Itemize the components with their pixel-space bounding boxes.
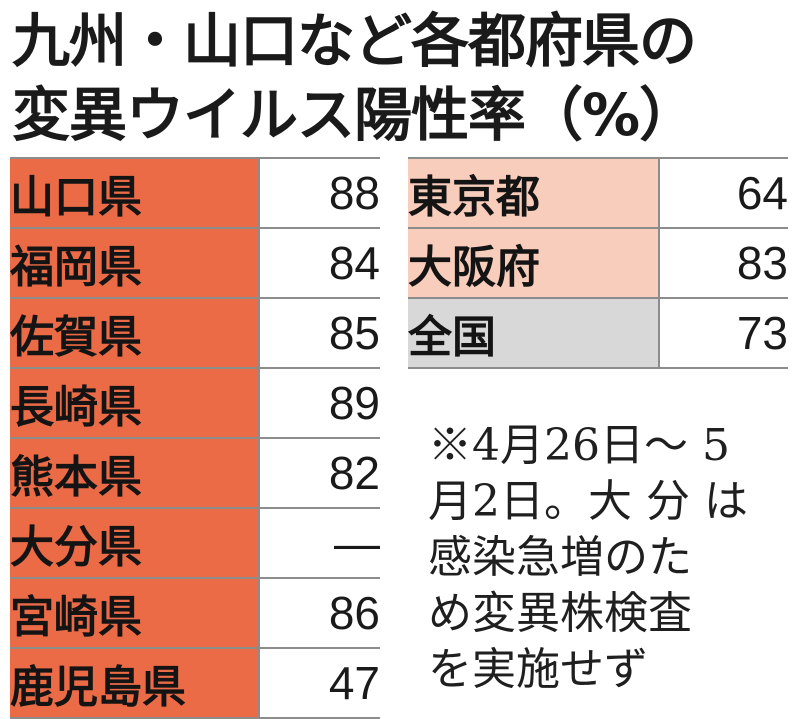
kyushu-yamaguchi-table: 山口県 88 福岡県 84 佐賀県 85 長崎県 89 熊本県 82 大分県 ―… bbox=[10, 157, 380, 719]
table-row: 宮崎県 86 bbox=[10, 578, 380, 649]
chart-title: 九州・山口など各都府県の 変異ウイルス陽性率（%） bbox=[12, 4, 697, 152]
prefecture-name: 大阪府 bbox=[408, 228, 659, 299]
table-row: 福岡県 84 bbox=[10, 228, 380, 299]
table-row: 全国 73 bbox=[408, 298, 788, 369]
table-row: 佐賀県 85 bbox=[10, 298, 380, 369]
comparison-table: 東京都 64 大阪府 83 全国 73 bbox=[408, 157, 788, 369]
table-row: 長崎県 89 bbox=[10, 368, 380, 439]
prefecture-name: 東京都 bbox=[408, 157, 659, 229]
prefecture-name: 福岡県 bbox=[10, 228, 259, 299]
positivity-rate: ― bbox=[258, 508, 380, 579]
prefecture-name: 長崎県 bbox=[10, 368, 259, 439]
positivity-rate: 84 bbox=[258, 228, 380, 299]
table-row: 熊本県 82 bbox=[10, 438, 380, 509]
positivity-rate: 83 bbox=[658, 228, 788, 299]
prefecture-name: 山口県 bbox=[10, 157, 259, 229]
prefecture-name: 鹿児島県 bbox=[10, 648, 259, 719]
positivity-rate: 89 bbox=[258, 368, 380, 439]
positivity-rate: 86 bbox=[258, 578, 380, 649]
positivity-rate: 47 bbox=[258, 648, 380, 719]
table-row: 山口県 88 bbox=[10, 157, 380, 229]
positivity-rate: 82 bbox=[258, 438, 380, 509]
positivity-rate: 73 bbox=[658, 298, 788, 369]
prefecture-name: 大分県 bbox=[10, 508, 259, 579]
title-line-2: 変異ウイルス陽性率（%） bbox=[12, 81, 697, 149]
national-label: 全国 bbox=[408, 298, 659, 369]
prefecture-name: 佐賀県 bbox=[10, 298, 259, 369]
table-row: 大分県 ― bbox=[10, 508, 380, 579]
positivity-rate: 85 bbox=[258, 298, 380, 369]
positivity-rate: 88 bbox=[258, 157, 380, 229]
prefecture-name: 宮崎県 bbox=[10, 578, 259, 649]
footnote: ※4月26日～ 5 月2日。大 分 は 感染急増のた め変異株検査 を実施せず bbox=[428, 420, 748, 695]
positivity-rate: 64 bbox=[658, 157, 788, 229]
table-row: 大阪府 83 bbox=[408, 228, 788, 299]
table-row: 鹿児島県 47 bbox=[10, 648, 380, 719]
table-row: 東京都 64 bbox=[408, 157, 788, 229]
prefecture-name: 熊本県 bbox=[10, 438, 259, 509]
title-line-1: 九州・山口など各都府県の bbox=[12, 7, 697, 75]
